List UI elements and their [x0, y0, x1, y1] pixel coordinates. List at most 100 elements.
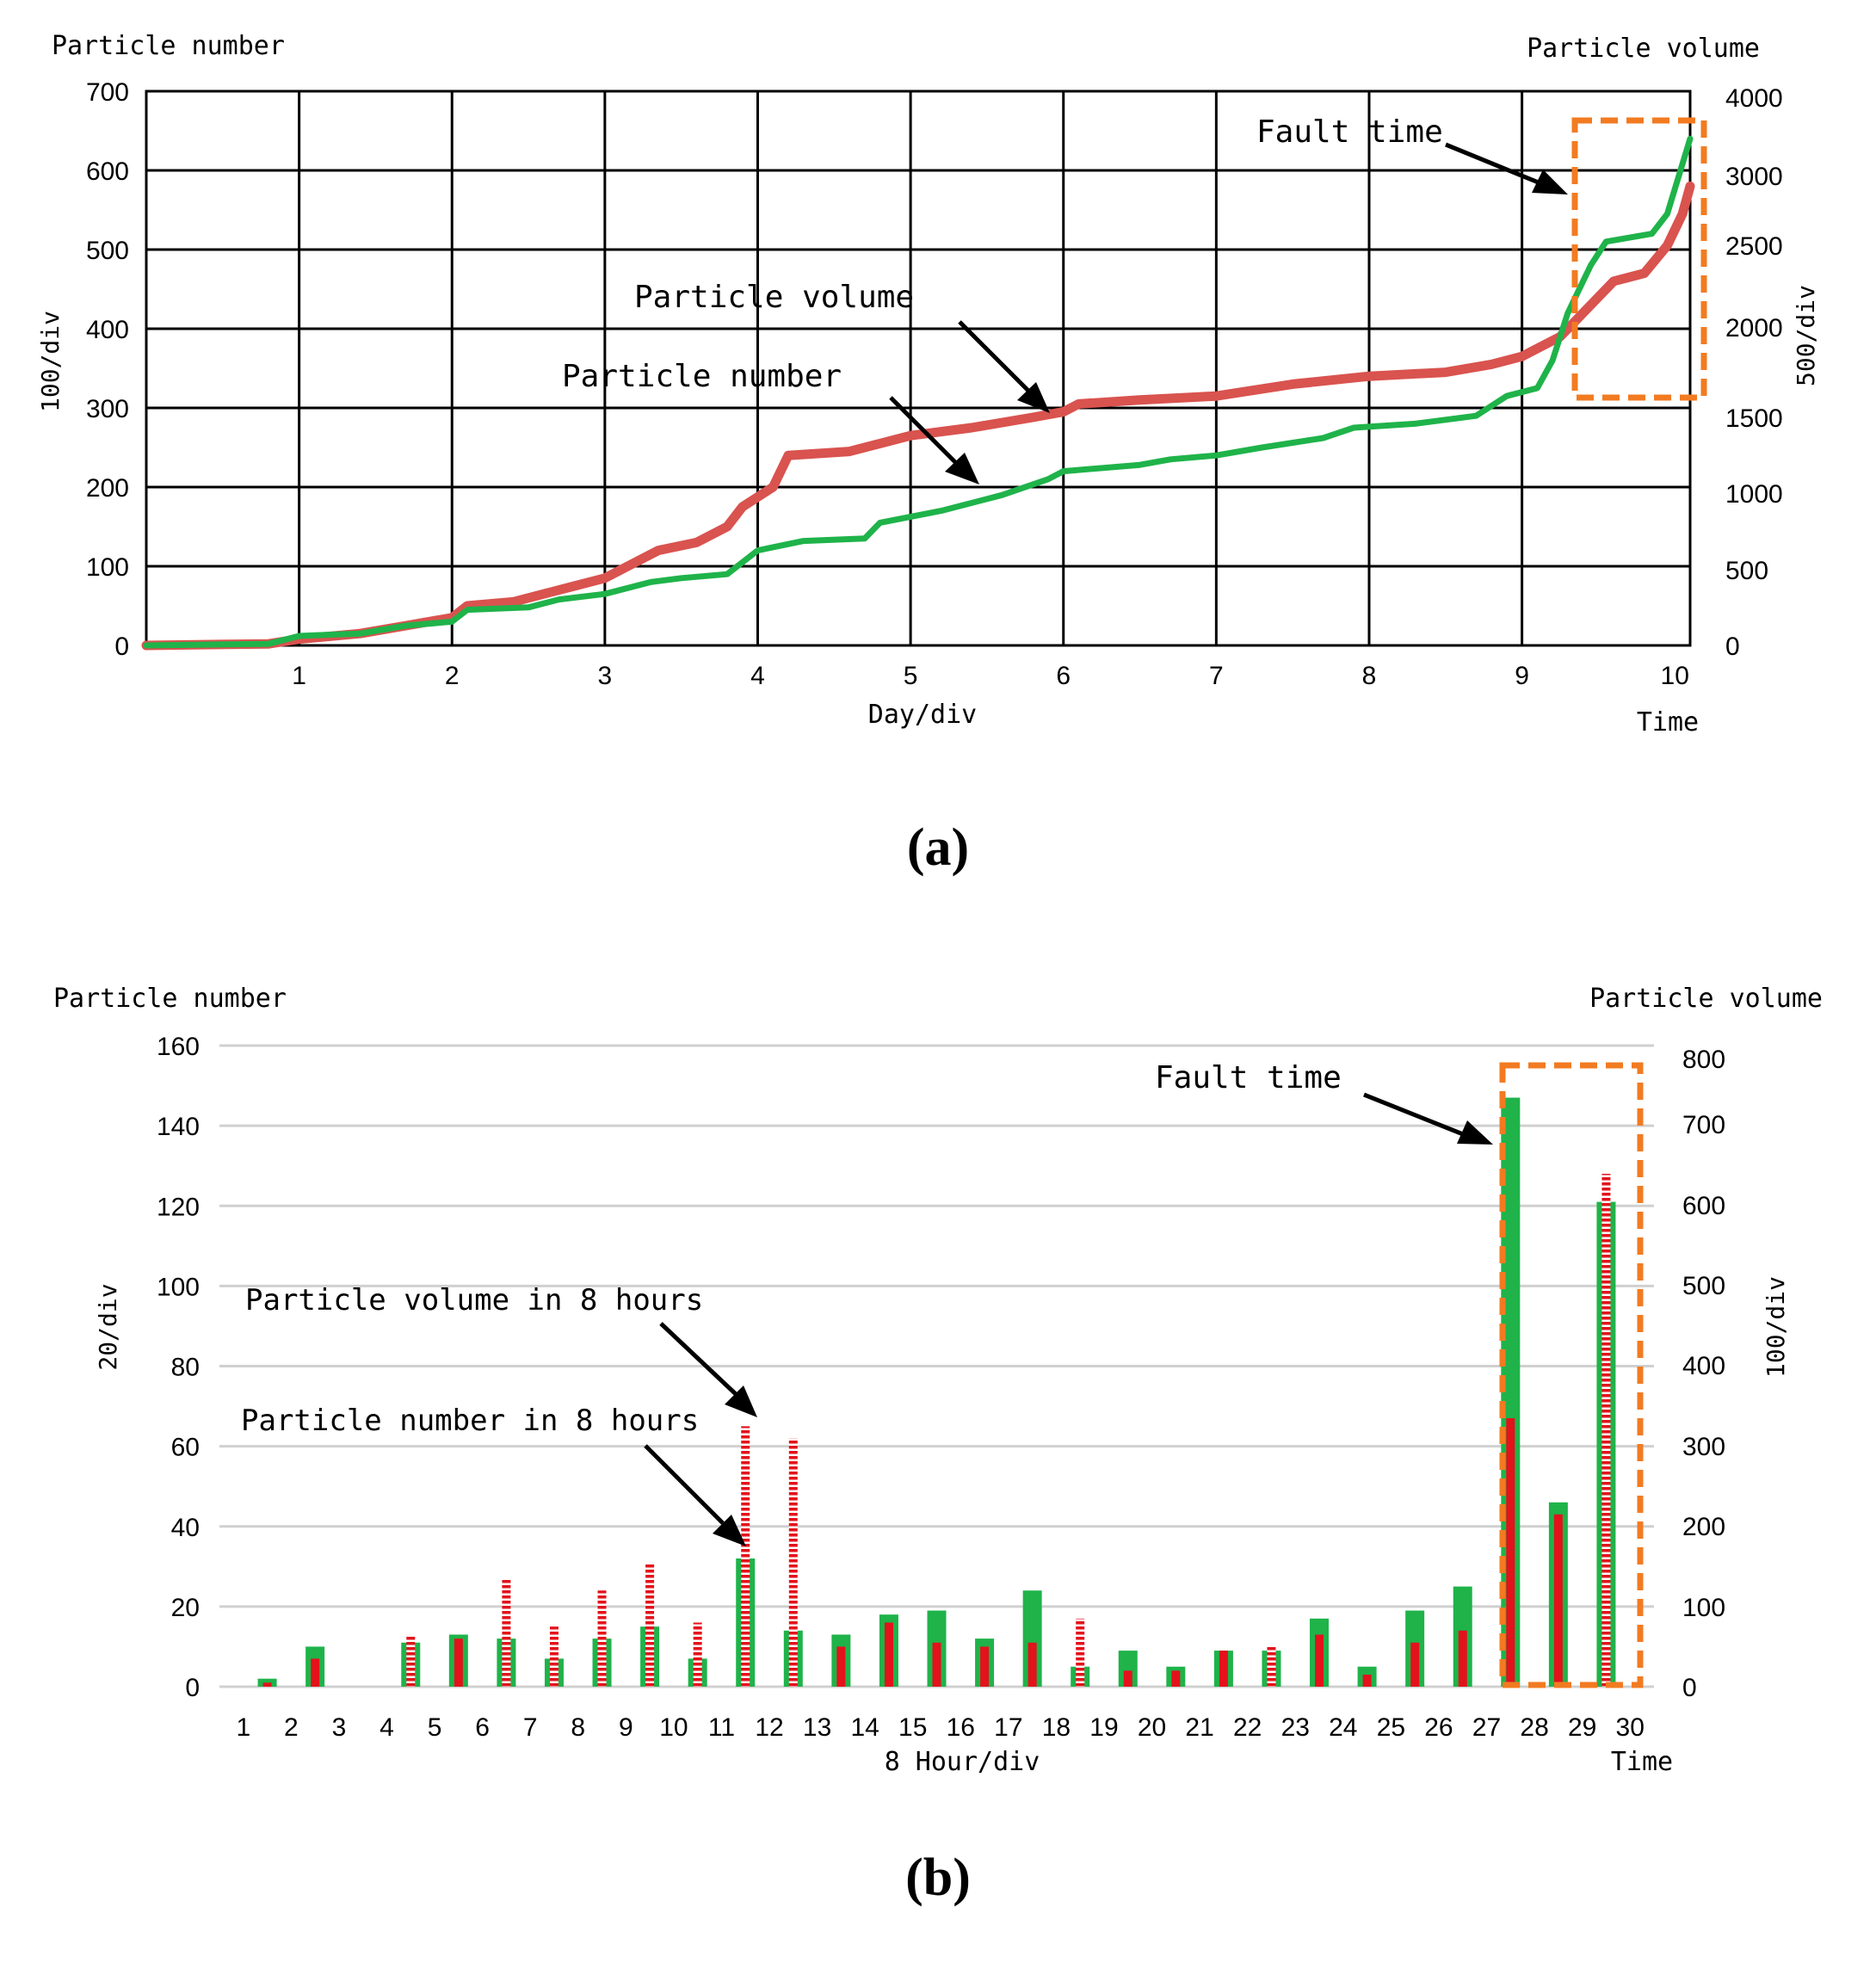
chart-b-bar-volume: [311, 1658, 320, 1687]
chart-a-x-tick-label: 6: [1056, 662, 1071, 690]
chart-b-x-tick-label: 16: [947, 1713, 975, 1742]
chart-a-right-tick-label: 500: [1725, 557, 1768, 585]
chart-b-right-tick-label: 0: [1682, 1674, 1697, 1702]
chart-b-bar-number: [1022, 1590, 1042, 1687]
chart-a-right-tick-label: 2500: [1725, 232, 1783, 261]
chart-b-bar-volume: [502, 1578, 511, 1687]
chart-b-bar-volume: [454, 1638, 463, 1687]
chart-a-right-title: Particle volume: [1527, 34, 1760, 64]
chart-b-x-tick-label: 15: [898, 1713, 927, 1742]
chart-b-x-tick-label: 12: [755, 1713, 783, 1742]
chart-a-volume-label: Particle volume: [634, 280, 914, 315]
chart-a-right-tick-label: 2000: [1725, 314, 1783, 343]
chart-b-x-tick-label: 13: [803, 1713, 831, 1742]
chart-b-x-tick-label: 14: [850, 1713, 879, 1742]
chart-a-x-end-label: Time: [1637, 707, 1699, 737]
chart-b-volume-arrow: [659, 1322, 737, 1396]
chart-b-bar-volume: [549, 1626, 558, 1687]
chart-b-bar-volume: [406, 1634, 416, 1687]
chart-b-x-tick-label: 1: [236, 1713, 250, 1742]
chart-b-bar-volume: [932, 1642, 941, 1687]
chart-b-x-tick-label: 30: [1616, 1713, 1645, 1742]
chart-b-x-tick-label: 9: [619, 1713, 633, 1742]
chart-b-bar-volume: [1458, 1630, 1467, 1687]
chart-b-x-tick-label: 6: [475, 1713, 490, 1742]
chart-b-right-tick-label: 700: [1682, 1111, 1725, 1139]
chart-b-x-tick-label: 21: [1185, 1713, 1213, 1742]
chart-b-right-title: Particle volume: [1589, 984, 1823, 1014]
chart-b-right-tick-label: 200: [1682, 1513, 1725, 1541]
chart-a-grid: [145, 89, 1692, 647]
chart-a-x-tick-label: 7: [1209, 662, 1224, 690]
chart-a-line-particle-number: [143, 135, 1694, 649]
chart-a-x-tick-label: 10: [1661, 662, 1689, 690]
chart-b-caption: (b): [905, 1848, 971, 1907]
chart-a-right-ticks: 0 500 1000 1500 2000 2500 3000 4000: [1725, 84, 1783, 661]
chart-b-fault-box: [1499, 1062, 1644, 1688]
chart-b-bar-volume: [693, 1622, 702, 1687]
chart-b-left-tick-label: 140: [157, 1113, 200, 1141]
chart-a-left-title: Particle number: [52, 31, 285, 61]
chart-a-left-tick-label: 700: [86, 78, 129, 107]
chart-b-bar-volume: [836, 1646, 846, 1687]
chart-b-x-ticks: 1 2 3 4 5 6 7 8 9 10 11 12 13 14 15 16 17 18 19 20 21 22 23 24 2…: [236, 1713, 1644, 1742]
chart-b-right-tick-label: 300: [1682, 1433, 1725, 1461]
chart-b-right-unit: 100/div: [1762, 1276, 1790, 1378]
chart-a-left-tick-label: 0: [114, 633, 129, 661]
chart-b-x-tick-label: 4: [380, 1713, 394, 1742]
chart-b-number-arrow: [644, 1444, 725, 1525]
chart-b-right-tick-label: 100: [1682, 1594, 1725, 1622]
chart-b-bar-volume: [788, 1438, 798, 1687]
chart-a-fault-arrowhead: [1532, 170, 1568, 194]
chart-a-left-tick-label: 200: [86, 474, 129, 503]
chart-b-x-tick-label: 24: [1329, 1713, 1357, 1742]
chart-b-left-tick-label: 20: [171, 1594, 200, 1622]
chart-a-fault-box: [1571, 117, 1707, 401]
chart-b-bar-volume: [645, 1562, 655, 1687]
chart-b-x-tick-label: 23: [1281, 1713, 1310, 1742]
chart-a-left-tick-label: 500: [86, 237, 129, 265]
chart-a-left-tick-label: 100: [86, 553, 129, 582]
chart-b-grid: [219, 1044, 1654, 1688]
chart-b-x-tick-label: 5: [428, 1713, 442, 1742]
chart-b-x-tick-label: 29: [1568, 1713, 1596, 1742]
chart-b-number-arrowhead: [713, 1515, 746, 1546]
chart-b-bars: [257, 1097, 1616, 1687]
chart-a-x-tick-label: 3: [598, 662, 613, 690]
chart-a-plot-frame: [145, 89, 1692, 647]
chart-a-left-tick-label: 600: [86, 157, 129, 186]
chart-b-left-unit: 20/div: [94, 1283, 122, 1370]
chart-b-x-tick-label: 28: [1520, 1713, 1548, 1742]
chart-b-x-tick-label: 22: [1233, 1713, 1262, 1742]
chart-a-xlabel: Day/div: [868, 700, 977, 730]
chart-a-x-ticks: 1 2 3 4 5 6 7 8 9 10: [292, 662, 1689, 690]
chart-b-bar-volume: [1506, 1418, 1515, 1687]
chart-b-x-tick-label: 10: [659, 1713, 688, 1742]
chart-b-x-tick-label: 3: [332, 1713, 347, 1742]
chart-a-x-tick-label: 8: [1362, 662, 1377, 690]
chart-b-bar-volume: [1553, 1514, 1563, 1687]
chart-b-number-label: Particle number in 8 hours: [241, 1404, 699, 1438]
chart-b-left-tick-label: 80: [171, 1354, 200, 1382]
chart-a-arrows: [889, 142, 1568, 484]
chart-a-right-tick-label: 3000: [1725, 163, 1783, 191]
chart-b-volume-arrowhead: [725, 1385, 757, 1417]
chart-a-left-unit: 100/div: [36, 311, 65, 412]
chart-b-bar-volume: [741, 1426, 750, 1687]
chart-b-left-ticks: 0 20 40 60 80 100 120 140 160: [157, 1033, 200, 1702]
chart-b-x-tick-label: 2: [284, 1713, 299, 1742]
chart-b-x-tick-label: 27: [1472, 1713, 1501, 1742]
chart-b-bar-volume: [1171, 1670, 1181, 1687]
chart-b-bar-volume: [1267, 1646, 1276, 1687]
chart-b-bar-volume: [980, 1646, 990, 1687]
chart-b-left-tick-label: 40: [171, 1514, 200, 1542]
chart-b-xlabel: 8 Hour/div: [885, 1747, 1040, 1777]
chart-b-x-tick-label: 26: [1424, 1713, 1453, 1742]
chart-b-fault-time-label: Fault time: [1155, 1060, 1342, 1095]
chart-b-left-tick-label: 60: [171, 1434, 200, 1462]
chart-a-left-ticks: 0 100 200 300 400 500 600 700: [86, 78, 129, 661]
chart-b-right-tick-label: 600: [1682, 1192, 1725, 1220]
chart-a-x-tick-label: 9: [1515, 662, 1529, 690]
